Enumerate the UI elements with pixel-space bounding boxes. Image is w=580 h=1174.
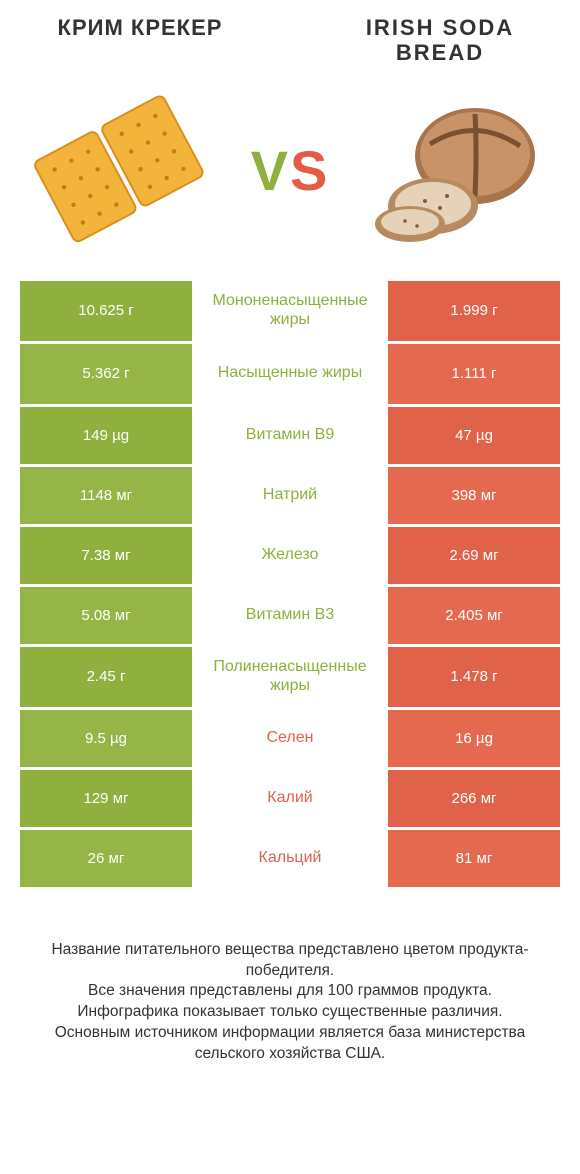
value-left: 10.625 г: [20, 281, 192, 341]
bread-image: [375, 86, 545, 256]
nutrient-label: Насыщенные жиры: [192, 344, 388, 404]
table-row: 26 мгКальций81 мг: [20, 830, 560, 887]
value-right: 2.405 мг: [388, 587, 560, 644]
value-right: 1.478 г: [388, 647, 560, 707]
value-right: 81 мг: [388, 830, 560, 887]
vs-v: V: [251, 139, 290, 202]
value-right: 398 мг: [388, 467, 560, 524]
nutrient-label: Полиненасыщенные жиры: [192, 647, 388, 707]
title-right: IRISH SODA BREAD: [340, 15, 540, 66]
value-left: 26 мг: [20, 830, 192, 887]
value-left: 5.362 г: [20, 344, 192, 404]
table-row: 9.5 µgСелен16 µg: [20, 710, 560, 767]
value-right: 2.69 мг: [388, 527, 560, 584]
footer-line-2: Все значения представлены для 100 граммо…: [25, 981, 555, 1002]
value-right: 1.111 г: [388, 344, 560, 404]
images-row: VS: [0, 71, 580, 271]
value-right: 1.999 г: [388, 281, 560, 341]
value-left: 149 µg: [20, 407, 192, 464]
comparison-table: 10.625 гМононенасыщенные жиры1.999 г5.36…: [0, 271, 580, 887]
value-left: 5.08 мг: [20, 587, 192, 644]
vs-label: VS: [251, 138, 330, 203]
footer-notes: Название питательного вещества представл…: [0, 890, 580, 1066]
nutrient-label: Калий: [192, 770, 388, 827]
value-right: 266 мг: [388, 770, 560, 827]
nutrient-label: Мононенасыщенные жиры: [192, 281, 388, 341]
nutrient-label: Селен: [192, 710, 388, 767]
table-row: 5.08 мгВитамин B32.405 мг: [20, 587, 560, 644]
value-left: 2.45 г: [20, 647, 192, 707]
value-right: 16 µg: [388, 710, 560, 767]
header: КРИМ КРЕКЕР IRISH SODA BREAD: [0, 0, 580, 71]
nutrient-label: Кальций: [192, 830, 388, 887]
value-left: 129 мг: [20, 770, 192, 827]
value-left: 1148 мг: [20, 467, 192, 524]
table-row: 2.45 гПолиненасыщенные жиры1.478 г: [20, 647, 560, 707]
nutrient-label: Железо: [192, 527, 388, 584]
value-right: 47 µg: [388, 407, 560, 464]
footer-line-3: Инфографика показывает только существенн…: [25, 1002, 555, 1023]
cracker-image: [35, 86, 205, 256]
nutrient-label: Витамин B3: [192, 587, 388, 644]
footer-line-4: Основным источником информации является …: [25, 1023, 555, 1065]
nutrient-label: Натрий: [192, 467, 388, 524]
table-row: 7.38 мгЖелезо2.69 мг: [20, 527, 560, 584]
footer-line-1: Название питательного вещества представл…: [25, 940, 555, 982]
value-left: 9.5 µg: [20, 710, 192, 767]
value-left: 7.38 мг: [20, 527, 192, 584]
title-left: КРИМ КРЕКЕР: [40, 15, 240, 66]
table-row: 1148 мгНатрий398 мг: [20, 467, 560, 524]
vs-s: S: [290, 139, 329, 202]
table-row: 10.625 гМононенасыщенные жиры1.999 г: [20, 281, 560, 341]
table-row: 149 µgВитамин B947 µg: [20, 407, 560, 464]
nutrient-label: Витамин B9: [192, 407, 388, 464]
table-row: 129 мгКалий266 мг: [20, 770, 560, 827]
table-row: 5.362 гНасыщенные жиры1.111 г: [20, 344, 560, 404]
